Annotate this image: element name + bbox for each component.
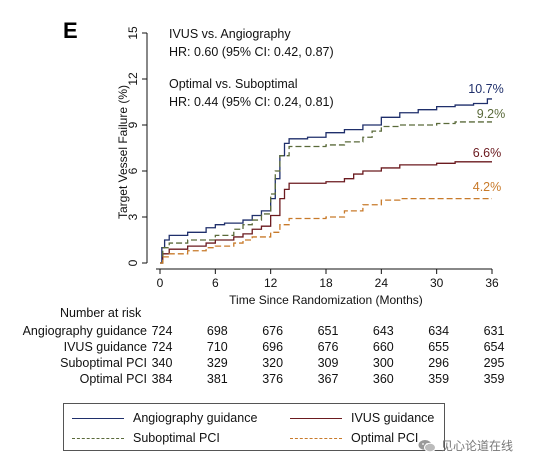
series-line-2 bbox=[160, 121, 492, 264]
risk-cell: 698 bbox=[206, 324, 228, 338]
risk-cell: 359 bbox=[483, 372, 505, 386]
risk-cell: 724 bbox=[151, 340, 173, 354]
legend-swatch bbox=[290, 417, 342, 419]
y-tick-label-6: 6 bbox=[126, 167, 140, 174]
risk-row-label: Optimal PCI bbox=[79, 372, 147, 386]
risk-cell: 296 bbox=[428, 356, 450, 370]
end-label-0: 10.7% bbox=[468, 82, 503, 96]
x-tick-label-0: 0 bbox=[157, 276, 164, 290]
risk-cell: 329 bbox=[206, 356, 228, 370]
legend: Angiography guidance IVUS guidance Subopti… bbox=[63, 403, 445, 451]
risk-row: Angiography guidance 724 698 676 651 643 634 63… bbox=[0, 324, 550, 340]
x-tick-label-18: 18 bbox=[319, 276, 333, 290]
y-axis-title: Target Vessel Failure (%) bbox=[116, 85, 130, 219]
risk-cell: 643 bbox=[372, 324, 394, 338]
annotation-optimal-hr: HR: 0.44 (95% CI: 0.24, 0.81) bbox=[169, 95, 334, 109]
risk-cell: 309 bbox=[317, 356, 339, 370]
risk-row-label: IVUS guidance bbox=[63, 340, 147, 354]
y-tick-label-0: 0 bbox=[126, 259, 140, 266]
risk-row-label: Angiography guidance bbox=[22, 324, 147, 338]
x-tick-label-24: 24 bbox=[375, 276, 389, 290]
x-tick-label-6: 6 bbox=[212, 276, 219, 290]
legend-label: Suboptimal PCI bbox=[133, 431, 220, 445]
risk-cell: 676 bbox=[262, 324, 284, 338]
risk-cell: 295 bbox=[483, 356, 505, 370]
risk-cell: 359 bbox=[428, 372, 450, 386]
wechat-icon bbox=[418, 439, 436, 453]
legend-swatch bbox=[72, 417, 124, 419]
series-line-3 bbox=[160, 197, 492, 264]
risk-table-title: Number at risk bbox=[60, 306, 142, 320]
risk-cell: 660 bbox=[372, 340, 394, 354]
y-tick-label-15: 15 bbox=[126, 26, 140, 40]
annotation-ivus-title: IVUS vs. Angiography bbox=[169, 27, 291, 41]
legend-label: Optimal PCI bbox=[351, 431, 419, 445]
watermark: 见心论道在线 bbox=[418, 437, 513, 454]
legend-label: Angiography guidance bbox=[133, 411, 258, 425]
series-line-1 bbox=[160, 161, 492, 264]
risk-cell: 376 bbox=[262, 372, 284, 386]
risk-cell: 634 bbox=[428, 324, 450, 338]
risk-row: IVUS guidance 724 710 696 676 660 655 654 bbox=[0, 340, 550, 356]
legend-label: IVUS guidance bbox=[351, 411, 435, 425]
risk-cell: 384 bbox=[151, 372, 173, 386]
risk-cell: 367 bbox=[317, 372, 339, 386]
annotation-optimal-title: Optimal vs. Suboptimal bbox=[169, 77, 298, 91]
end-label-3: 4.2% bbox=[473, 180, 502, 194]
legend-item: Suboptimal PCI bbox=[72, 430, 220, 446]
end-labels: 10.7% 6.6% 9.2% 4.2% bbox=[468, 82, 505, 194]
risk-row-label: Suboptimal PCI bbox=[60, 356, 147, 370]
legend-item: Angiography guidance bbox=[72, 410, 257, 426]
x-tick-label-12: 12 bbox=[264, 276, 278, 290]
risk-cell: 340 bbox=[151, 356, 173, 370]
y-tick-label-3: 3 bbox=[126, 213, 140, 220]
end-label-1: 6.6% bbox=[473, 146, 502, 160]
x-tick-label-36: 36 bbox=[485, 276, 499, 290]
series-layer bbox=[160, 98, 492, 264]
risk-cell: 724 bbox=[151, 324, 173, 338]
risk-cell: 381 bbox=[206, 372, 228, 386]
risk-row: Suboptimal PCI 340 329 320 309 300 296 295 bbox=[0, 356, 550, 372]
legend-swatch bbox=[290, 437, 342, 439]
risk-cell: 631 bbox=[483, 324, 505, 338]
km-chart: E Target Vessel Failure (%) Time Since R… bbox=[63, 18, 505, 307]
risk-cell: 654 bbox=[483, 340, 505, 354]
x-axis-title: Time Since Randomization (Months) bbox=[229, 293, 423, 307]
legend-swatch bbox=[72, 437, 124, 439]
series-line-0 bbox=[160, 98, 492, 264]
x-tick-label-30: 30 bbox=[430, 276, 444, 290]
risk-row: Optimal PCI 384 381 376 367 360 359 359 bbox=[0, 372, 550, 388]
risk-cell: 320 bbox=[262, 356, 284, 370]
y-tick-label-12: 12 bbox=[126, 72, 140, 86]
risk-cell: 360 bbox=[372, 372, 394, 386]
annotation-ivus-hr: HR: 0.60 (95% CI: 0.42, 0.87) bbox=[169, 45, 334, 59]
risk-cell: 710 bbox=[206, 340, 228, 354]
y-tick-label-9: 9 bbox=[126, 121, 140, 128]
risk-cell: 676 bbox=[317, 340, 339, 354]
risk-cell: 696 bbox=[262, 340, 284, 354]
risk-cell: 651 bbox=[317, 324, 339, 338]
panel-label: E bbox=[63, 18, 78, 43]
risk-cell: 300 bbox=[372, 356, 394, 370]
watermark-text: 见心论道在线 bbox=[441, 439, 514, 453]
end-label-2: 9.2% bbox=[477, 107, 506, 121]
legend-item: IVUS guidance bbox=[290, 410, 434, 426]
legend-item: Optimal PCI bbox=[290, 430, 418, 446]
risk-cell: 655 bbox=[428, 340, 450, 354]
